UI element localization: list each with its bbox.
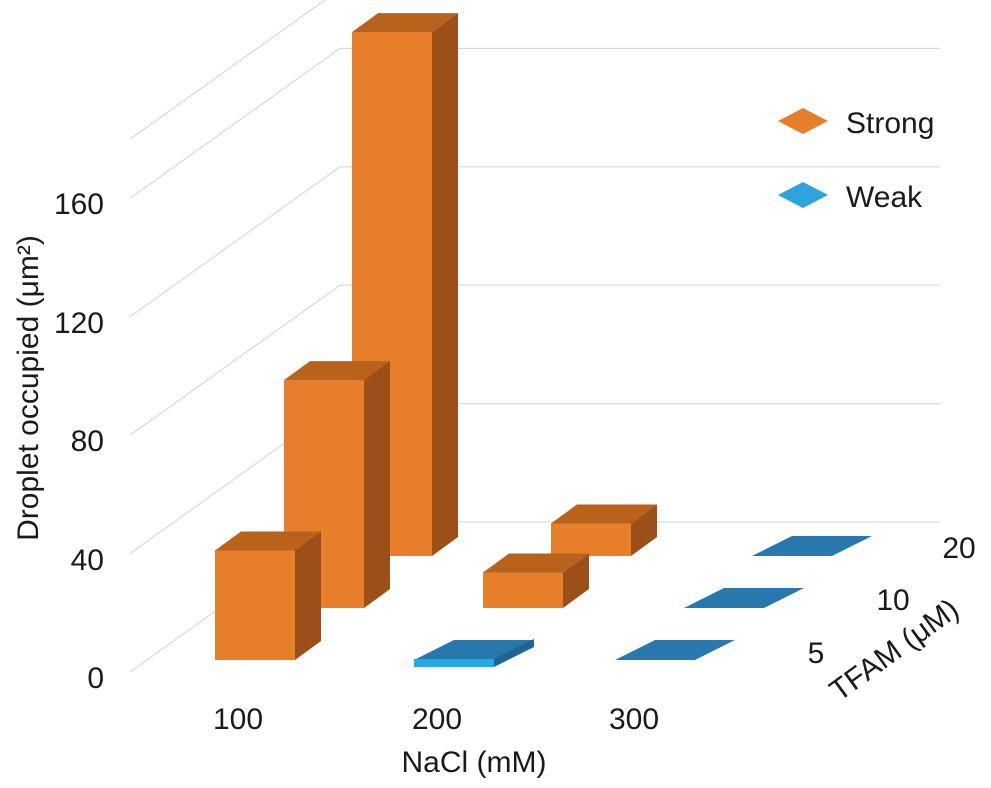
legend-label-weak: Weak (846, 181, 923, 214)
bar-strong (284, 361, 390, 608)
legend-swatch-strong (778, 108, 828, 134)
bar-weak (752, 536, 872, 556)
xtick-label: 300 (609, 703, 659, 736)
ytick-label: 160 (54, 188, 104, 221)
ytick-label: 80 (71, 425, 104, 458)
bar-weak (615, 640, 735, 660)
bar-top-face (752, 536, 872, 556)
bar-front-face (215, 550, 295, 660)
bar-top-face (684, 588, 804, 608)
ztick-label: 5 (808, 637, 825, 670)
bar-front-face (483, 572, 563, 608)
x-axis-title: NaCl (mM) (402, 746, 547, 779)
bar-weak (414, 639, 534, 667)
y-axis-title: Droplet occupied (μm²) (12, 235, 45, 541)
bar-weak (684, 588, 804, 608)
bar-side-face (432, 13, 458, 556)
bar-front-face (414, 659, 494, 667)
gridline-side (129, 0, 326, 140)
bar-side-face (494, 639, 534, 667)
bars (215, 13, 872, 667)
bar-strong (551, 504, 657, 556)
bar-top-face (483, 553, 589, 573)
bar-side-face (631, 504, 657, 556)
bar-strong (483, 553, 589, 608)
bar-top-face (352, 13, 458, 33)
xtick-label: 200 (412, 703, 462, 736)
gridline-side (129, 284, 341, 436)
bar-side-face (563, 553, 589, 608)
legend: Strong Weak (778, 107, 934, 214)
ytick-label: 0 (87, 662, 104, 695)
xtick-label: 100 (213, 703, 263, 736)
ytick-label: 120 (54, 307, 104, 340)
legend-swatch-weak (778, 182, 828, 208)
axis-labels: 0 40 80 120 160 100 200 300 5 10 20 NaCl… (12, 188, 976, 779)
bar-top-face (215, 531, 321, 551)
bar-side-face (295, 531, 321, 660)
ytick-label: 40 (71, 544, 104, 577)
ztick-label: 20 (942, 532, 975, 565)
gridline-side (129, 47, 341, 199)
bar-top-face (284, 361, 390, 381)
bar-front-face (551, 523, 631, 556)
gridline-side (129, 166, 341, 318)
bar-top-face (551, 504, 657, 524)
legend-label-strong: Strong (846, 107, 934, 140)
bar-top-face (615, 640, 735, 660)
bar-strong (215, 531, 321, 660)
ztick-label: 10 (876, 584, 909, 617)
bar-side-face (364, 361, 390, 608)
